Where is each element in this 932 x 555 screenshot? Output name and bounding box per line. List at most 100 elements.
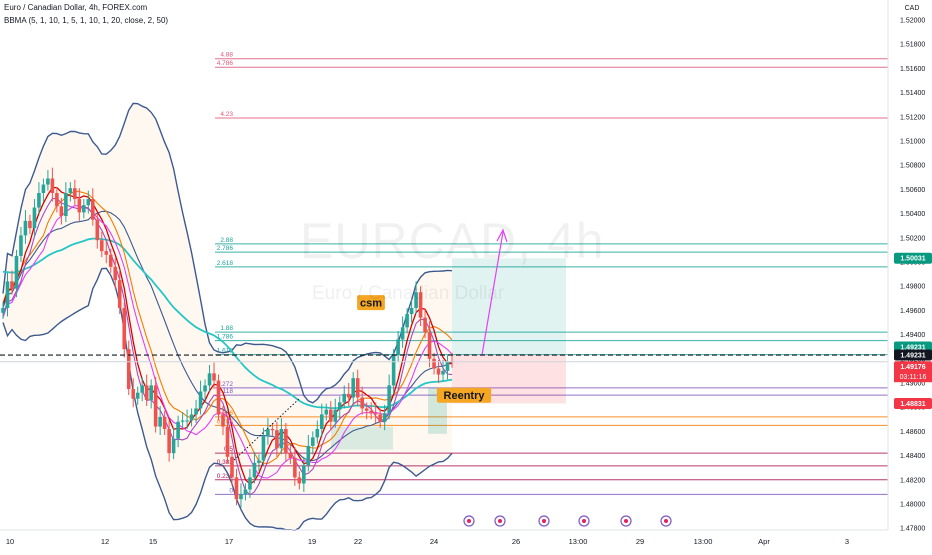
candle-body bbox=[108, 254, 113, 267]
candle-body bbox=[445, 361, 450, 371]
candle-body bbox=[414, 292, 418, 308]
candle-body bbox=[198, 391, 203, 409]
forecast-arrow bbox=[481, 231, 504, 356]
price-tick-label: 1.49800 bbox=[900, 284, 925, 291]
event-icon bbox=[494, 515, 506, 527]
candle-body bbox=[279, 428, 284, 449]
fib-level-label: 4.786 bbox=[217, 60, 234, 67]
candle-body bbox=[333, 409, 338, 422]
time-tick-label: 19 bbox=[308, 537, 316, 546]
event-icon bbox=[660, 515, 672, 527]
candle-body bbox=[382, 413, 387, 422]
event-icon bbox=[578, 515, 590, 527]
price-tick-label: 1.50200 bbox=[900, 235, 925, 242]
candle-body bbox=[212, 373, 216, 381]
candle-body bbox=[162, 416, 167, 429]
price-tick-label: 1.48000 bbox=[900, 502, 925, 509]
price-tag-value: 1.49176 bbox=[900, 364, 925, 371]
price-tag-box bbox=[894, 397, 932, 409]
candle-body bbox=[319, 414, 324, 429]
candle-body bbox=[306, 445, 311, 466]
candle-body bbox=[293, 458, 297, 478]
candle-body bbox=[351, 378, 356, 398]
candles bbox=[1, 167, 454, 508]
candle-body bbox=[248, 477, 252, 490]
candle-body bbox=[73, 188, 77, 200]
time-tick-label: 12 bbox=[101, 537, 109, 546]
candle-body bbox=[252, 462, 257, 478]
price-tag-value: 1.49231 bbox=[900, 345, 925, 352]
event-icon bbox=[463, 515, 475, 527]
price-tick-label: 1.50800 bbox=[900, 163, 925, 170]
candle-body bbox=[378, 414, 382, 422]
price-tag-value: 1.48831 bbox=[900, 401, 925, 408]
fib-level-label: 0.236 bbox=[217, 473, 234, 480]
candle-body bbox=[55, 193, 59, 207]
fib-level-label: 1.786 bbox=[217, 334, 234, 341]
price-tag: 1.49176 bbox=[894, 361, 932, 373]
countdown-tag: 03:11:16 bbox=[894, 371, 932, 383]
candle-body bbox=[266, 428, 270, 437]
chart-background bbox=[3, 103, 452, 531]
candle-body bbox=[275, 430, 279, 449]
position-profit-zone bbox=[452, 258, 566, 355]
candle-body bbox=[158, 416, 162, 427]
time-tick-label: 15 bbox=[149, 537, 157, 546]
fib-level-label: 2.786 bbox=[217, 245, 234, 252]
candle-body bbox=[64, 193, 68, 217]
time-tick-label: 10 bbox=[6, 537, 14, 546]
event-icon-dot bbox=[542, 519, 546, 523]
fib-levels: 4.884.786 4.23 2.882.786 2.618 1.88 1.786 1.61… bbox=[215, 52, 888, 495]
candle-body bbox=[315, 428, 320, 438]
candle-body bbox=[171, 438, 176, 454]
candle-body bbox=[86, 199, 91, 206]
candle-body bbox=[230, 456, 234, 478]
price-tick-label: 1.51400 bbox=[900, 90, 925, 97]
price-tag-box bbox=[894, 361, 932, 373]
price-tick-label: 1.51000 bbox=[900, 139, 925, 146]
price-tick-label: 1.52000 bbox=[900, 18, 925, 25]
candle-body bbox=[153, 385, 158, 427]
candle-body bbox=[41, 184, 46, 194]
fib-level-label: 4.23 bbox=[220, 111, 233, 118]
price-tag-value: 1.50031 bbox=[900, 256, 925, 263]
price-tick-label: 1.49000 bbox=[900, 381, 925, 388]
event-icon bbox=[620, 515, 632, 527]
bollinger-lower-line bbox=[2, 267, 453, 532]
fib-level-label: 4.88 bbox=[220, 52, 233, 59]
candle-body bbox=[82, 205, 86, 213]
candle-body bbox=[126, 349, 131, 390]
candle-body bbox=[77, 199, 82, 213]
price-tick-label: 1.51200 bbox=[900, 114, 925, 121]
fib-level-label: 1.618 bbox=[217, 348, 234, 355]
candle-body bbox=[441, 370, 445, 375]
annotation-label: Reentry bbox=[436, 387, 492, 403]
candle-body bbox=[328, 409, 333, 422]
event-icon-dot bbox=[582, 519, 586, 523]
fib-level-label: 1.118 bbox=[217, 388, 233, 395]
support-zone bbox=[331, 426, 393, 450]
candle-body bbox=[203, 385, 207, 392]
candle-body bbox=[28, 220, 32, 229]
candle-body bbox=[14, 255, 19, 289]
candle-body bbox=[117, 280, 122, 308]
indicator-legend[interactable]: BBMA (5, 1, 10, 1, 5, 1, 10, 1, 20, clos… bbox=[4, 16, 169, 25]
fib-level-label: 0 bbox=[229, 487, 233, 494]
candle-body bbox=[418, 292, 423, 318]
event-icon-dot bbox=[664, 519, 668, 523]
candle-body bbox=[194, 408, 198, 415]
candle-body bbox=[427, 332, 432, 359]
price-tick-label: 1.50400 bbox=[900, 211, 925, 218]
candle-body bbox=[37, 193, 41, 208]
candle-body bbox=[113, 266, 118, 281]
time-tick-label: 26 bbox=[512, 537, 520, 546]
time-tick-label: 3 bbox=[845, 537, 849, 546]
candle-body bbox=[243, 489, 248, 495]
candle-body bbox=[95, 219, 100, 241]
candle-body bbox=[149, 385, 153, 400]
candle-body bbox=[257, 460, 261, 463]
candle-body bbox=[270, 428, 275, 431]
candle-body bbox=[131, 389, 136, 399]
